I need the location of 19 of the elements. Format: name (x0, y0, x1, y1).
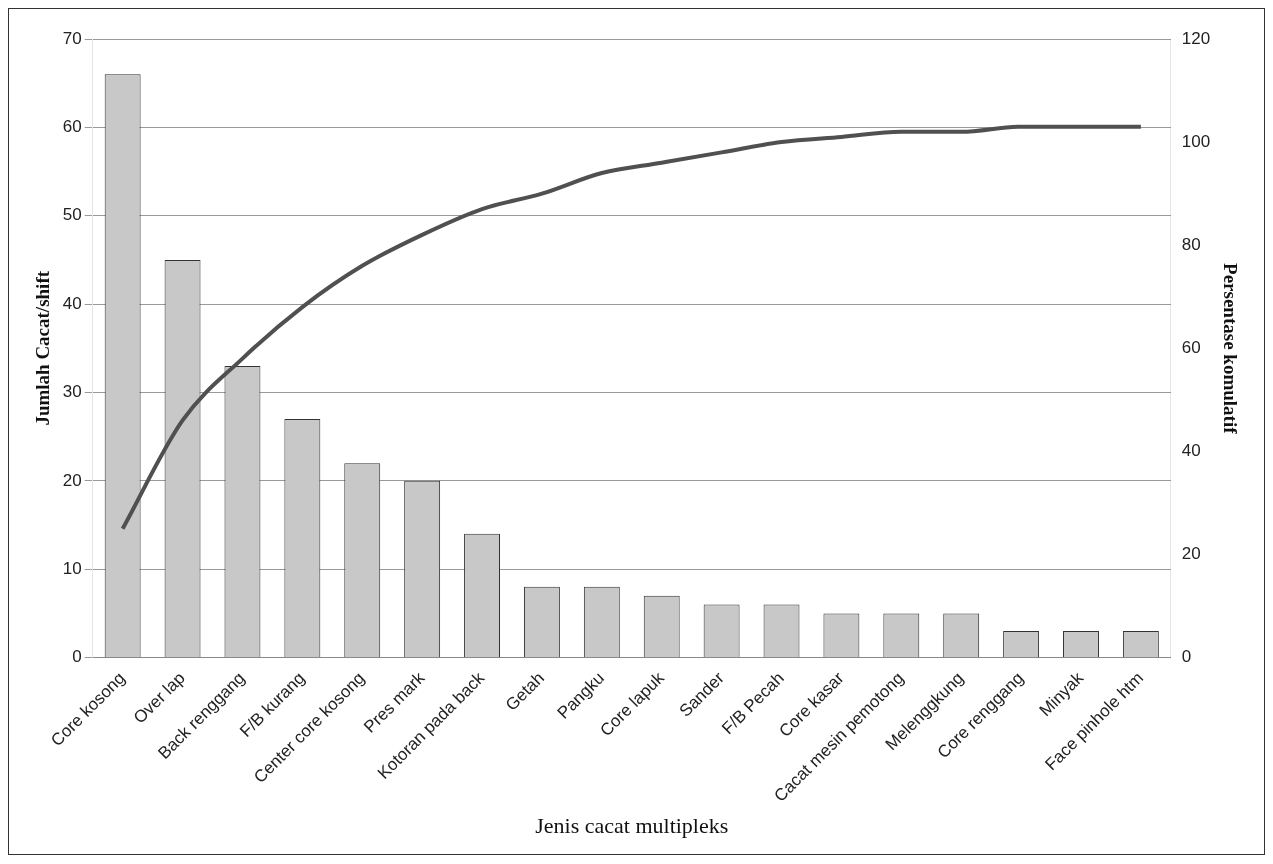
y2-tick-label: 60 (1181, 337, 1201, 357)
x-axis-title: Jenis cacat multipleks (535, 812, 729, 838)
y-tick-label: 50 (62, 205, 82, 225)
y-tick-label: 20 (62, 470, 82, 490)
y-axis-title: Jumlah Cacat/shift (32, 270, 54, 426)
y-tick-label: 0 (72, 647, 82, 667)
y2-tick-label: 20 (1181, 544, 1201, 564)
y-tick-label: 70 (62, 28, 82, 48)
y2-tick-label: 100 (1181, 131, 1211, 151)
y-tick-label: 10 (62, 558, 82, 578)
y2-tick-label: 80 (1181, 234, 1201, 254)
y2-tick-label: 0 (1181, 647, 1192, 667)
y-tick-label: 30 (62, 382, 82, 402)
y2-axis-title: Persentase komulatif (1219, 263, 1241, 435)
y2-tick-label: 40 (1181, 441, 1201, 461)
y-tick-label: 40 (62, 293, 82, 313)
y2-tick-label: 120 (1181, 28, 1211, 48)
y-tick-label: 60 (62, 117, 82, 137)
line-series (120, 124, 1143, 531)
